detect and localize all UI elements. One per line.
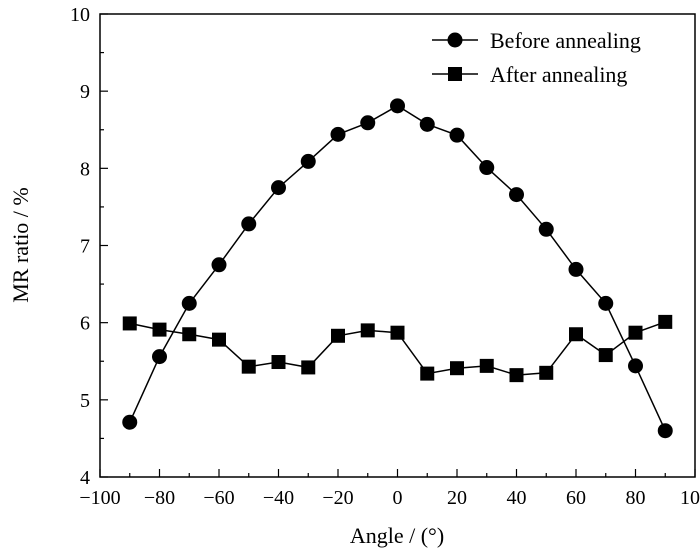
data-point-after-annealing — [658, 314, 673, 329]
legend-marker-after — [448, 67, 462, 81]
x-tick-label: 60 — [566, 487, 586, 509]
data-point-after-annealing — [182, 327, 197, 342]
y-tick-label: 6 — [80, 313, 90, 335]
data-point-after-annealing — [152, 322, 167, 337]
data-point-before-annealing — [152, 349, 167, 365]
data-point-after-annealing — [390, 325, 405, 340]
x-tick-label: −20 — [322, 487, 353, 509]
data-point-before-annealing — [271, 180, 286, 196]
data-point-before-annealing — [330, 126, 346, 142]
data-point-after-annealing — [539, 365, 554, 380]
legend-marker-before — [447, 32, 463, 48]
data-point-before-annealing — [211, 257, 227, 273]
legend-label-before: Before annealing — [490, 28, 641, 53]
data-point-before-annealing — [419, 116, 435, 132]
series-line-before-annealing — [129, 104, 666, 432]
data-point-before-annealing — [449, 127, 465, 143]
data-point-after-annealing — [122, 316, 137, 331]
data-point-before-annealing — [657, 423, 673, 439]
data-point-before-annealing — [568, 261, 584, 277]
data-point-after-annealing — [241, 359, 256, 374]
x-axis-label: Angle / (°) — [350, 523, 444, 548]
data-point-before-annealing — [181, 295, 197, 311]
data-point-before-annealing — [538, 221, 554, 237]
data-point-before-annealing — [390, 98, 405, 114]
y-tick-label: 9 — [80, 81, 90, 103]
y-tick-label: 8 — [80, 158, 90, 180]
data-point-after-annealing — [479, 358, 494, 373]
data-point-before-annealing — [628, 358, 643, 374]
legend: Before annealing After annealing — [432, 28, 641, 87]
data-point-after-annealing — [301, 360, 316, 375]
x-tick-label: 20 — [447, 487, 467, 509]
tick-labels: −100 −80 −60 −40 −20 0 20 40 60 80 100 4 5 6 7 8 9 10 — [70, 4, 700, 509]
x-tick-label: −100 — [79, 487, 120, 509]
data-point-before-annealing — [122, 414, 138, 430]
data-point-after-annealing — [360, 323, 375, 338]
y-tick-label: 10 — [70, 4, 90, 26]
legend-label-after: After annealing — [490, 62, 627, 87]
x-tick-label: −80 — [144, 487, 175, 509]
x-tick-label: 100 — [680, 487, 700, 509]
x-tick-label: −40 — [263, 487, 294, 509]
data-point-before-annealing — [598, 295, 614, 311]
x-tick-label: 0 — [393, 487, 403, 509]
data-point-after-annealing — [420, 366, 435, 381]
data-point-before-annealing — [360, 115, 376, 131]
x-tick-label: 40 — [507, 487, 527, 509]
data-point-after-annealing — [212, 332, 226, 347]
series-layer — [122, 98, 673, 439]
data-point-before-annealing — [241, 216, 257, 232]
data-point-before-annealing — [509, 187, 524, 203]
data-point-after-annealing — [271, 355, 286, 370]
y-tick-label: 7 — [80, 236, 90, 258]
y-tick-label: 5 — [80, 390, 90, 412]
data-point-after-annealing — [628, 325, 643, 340]
data-point-after-annealing — [450, 361, 464, 376]
y-tick-label: 4 — [80, 467, 90, 489]
data-point-before-annealing — [479, 160, 495, 176]
data-point-after-annealing — [598, 348, 613, 363]
y-axis-label: MR ratio / % — [8, 187, 33, 303]
x-tick-label: 80 — [626, 487, 646, 509]
data-point-after-annealing — [569, 327, 583, 342]
x-tick-label: −60 — [203, 487, 234, 509]
data-point-after-annealing — [331, 328, 345, 343]
data-point-before-annealing — [300, 153, 316, 169]
data-point-after-annealing — [509, 368, 524, 383]
axis-ticks — [99, 13, 696, 478]
